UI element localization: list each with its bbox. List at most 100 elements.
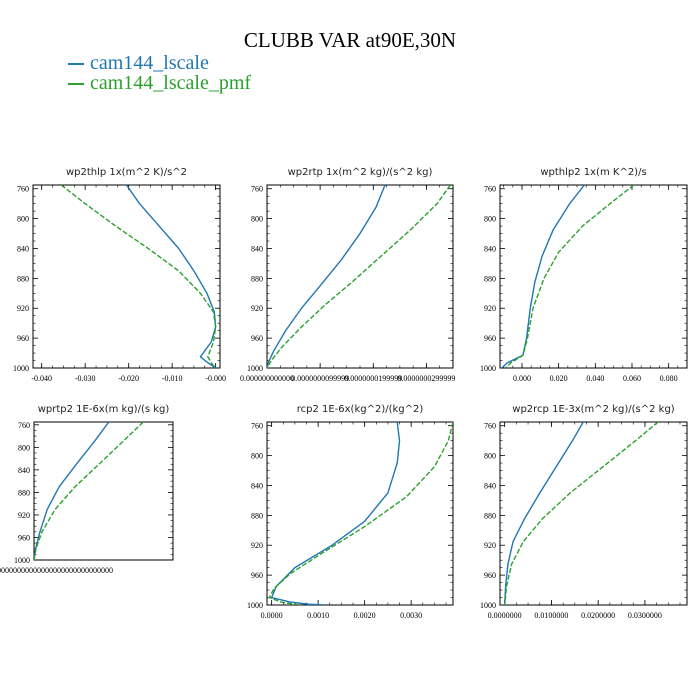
legend-swatch-2 bbox=[68, 83, 84, 86]
x-tick-label: 0.0020 bbox=[354, 611, 376, 620]
panel-title: wp2rtp 1x(m^2 kg)/(s^2 kg) bbox=[288, 167, 433, 178]
y-tick-label: 1000 bbox=[480, 364, 496, 373]
y-tick-label: 840 bbox=[17, 244, 29, 253]
x-tick-label: 0.0000 bbox=[261, 611, 283, 620]
y-tick-label: 960 bbox=[484, 571, 496, 580]
x-tick-label: 0.060 bbox=[623, 374, 641, 383]
y-tick-label: 880 bbox=[251, 274, 263, 283]
x-tick-label: -0.020 bbox=[118, 374, 139, 383]
panel-4: wprtp2 1E-6x(m kg)/(s kg) 760 800 840 880 920… bbox=[0, 404, 174, 575]
panel-2: wp2rtp 1x(m^2 kg)/(s^2 kg) 760 800 840 880 92… bbox=[240, 167, 455, 383]
y-tick-label: 920 bbox=[484, 304, 496, 313]
panel-title: wp2rcp 1E-3x(m^2 kg)/(s^2 kg) bbox=[512, 404, 675, 415]
y-tick-label: 1000 bbox=[14, 556, 30, 565]
plot-frame bbox=[33, 421, 174, 561]
y-tick-label: 960 bbox=[484, 334, 496, 343]
panel-5: rcp2 1E-6x(kg^2)/(kg^2) 760 800 840 880 920 96… bbox=[247, 404, 454, 620]
y-tick-label: 760 bbox=[484, 422, 496, 431]
plot-frame bbox=[499, 184, 688, 369]
panel-6: wp2rcp 1E-3x(m^2 kg)/(s^2 kg) 760 800 840 88… bbox=[480, 404, 688, 620]
x-tick-label: 0.0010 bbox=[307, 611, 329, 620]
x-tick-label: -0.010 bbox=[162, 374, 183, 383]
panel-3: wpthlp2 1x(m K^2)/s 760 800 840 880 920 960 100… bbox=[480, 167, 688, 383]
y-tick-label: 840 bbox=[484, 244, 496, 253]
series-line-1 bbox=[125, 185, 217, 368]
y-tick-label: 920 bbox=[18, 511, 30, 520]
x-tick-label: 0.0000000 bbox=[488, 611, 522, 620]
series-line-2 bbox=[505, 185, 635, 368]
x-tick-label: 0.000000000000 bbox=[240, 374, 294, 383]
y-tick-label: 880 bbox=[18, 488, 30, 497]
y-tick-label: 1000 bbox=[247, 364, 263, 373]
y-tick-label: 880 bbox=[484, 274, 496, 283]
legend-label-2: cam144_lscale_pmf bbox=[90, 72, 252, 94]
series-line-1 bbox=[270, 422, 401, 605]
legend-item-2: cam144_lscale_pmf bbox=[68, 72, 251, 95]
x-tick-label: 0.0000000099999 bbox=[291, 374, 349, 383]
y-tick-label: 880 bbox=[484, 511, 496, 520]
x-tick-label: 0.0000000299999 bbox=[397, 374, 455, 383]
figure-title: CLUBB VAR at90E,30N bbox=[243, 28, 457, 52]
y-tick-label: 880 bbox=[251, 511, 263, 520]
x-tick-label: 0.0100000 bbox=[534, 611, 568, 620]
series-line-2 bbox=[503, 422, 659, 605]
series-line-2 bbox=[34, 422, 144, 560]
y-tick-label: 800 bbox=[17, 215, 29, 224]
panel-title: wprtp2 1E-6x(m kg)/(s kg) bbox=[38, 404, 170, 415]
x-tick-label: 0.020 bbox=[550, 374, 568, 383]
plot-frame bbox=[266, 184, 454, 369]
panel-title: rcp2 1E-6x(kg^2)/(kg^2) bbox=[297, 404, 424, 415]
y-tick-label: 960 bbox=[18, 533, 30, 542]
x-tick-label: -0.000 bbox=[205, 374, 226, 383]
x-tick-label: 0.0300000 bbox=[628, 611, 662, 620]
legend-label-1: cam144_lscale bbox=[90, 52, 209, 74]
x-tick-label: 0.0000000199999 bbox=[344, 374, 402, 383]
y-tick-label: 760 bbox=[17, 185, 29, 194]
series-line-2 bbox=[60, 185, 217, 368]
panel-title: wp2thlp 1x(m^2 K)/s^2 bbox=[66, 167, 187, 178]
series-line-2 bbox=[268, 422, 453, 605]
y-tick-label: 920 bbox=[17, 304, 29, 313]
y-tick-label: 800 bbox=[18, 443, 30, 452]
y-tick-label: 880 bbox=[17, 274, 29, 283]
x-tick-label: -0.040 bbox=[31, 374, 52, 383]
x-tick-label: 0.080 bbox=[660, 374, 678, 383]
plot-frame bbox=[499, 421, 688, 606]
panel-title: wpthlp2 1x(m K^2)/s bbox=[540, 167, 646, 178]
legend-swatch-1 bbox=[68, 63, 84, 66]
panel-1: wp2thlp 1x(m^2 K)/s^2 760 800 840 880 920 960 1… bbox=[13, 167, 226, 383]
x-tick-label: 0.0200000 bbox=[581, 611, 615, 620]
y-tick-label: 760 bbox=[251, 185, 263, 194]
y-tick-label: 800 bbox=[251, 215, 263, 224]
y-tick-label: 920 bbox=[484, 541, 496, 550]
y-tick-label: 840 bbox=[18, 466, 30, 475]
x-tick-label: -0.030 bbox=[75, 374, 96, 383]
y-tick-label: 760 bbox=[251, 422, 263, 431]
y-tick-label: 760 bbox=[484, 185, 496, 194]
series-line-2 bbox=[267, 185, 451, 368]
x-tick-label: 0.040 bbox=[586, 374, 604, 383]
x-tick-label: 0.0030 bbox=[400, 611, 422, 620]
x-tick-label: 0.00000000000000000000000000000000000000 bbox=[0, 566, 113, 575]
y-tick-label: 960 bbox=[17, 334, 29, 343]
y-tick-label: 840 bbox=[484, 481, 496, 490]
y-tick-label: 920 bbox=[251, 304, 263, 313]
y-tick-label: 800 bbox=[251, 452, 263, 461]
plot-frame bbox=[266, 421, 454, 606]
series-line-1 bbox=[267, 185, 386, 368]
plot-frame bbox=[32, 184, 221, 369]
series-line-1 bbox=[503, 422, 584, 605]
y-tick-label: 840 bbox=[251, 481, 263, 490]
y-tick-label: 800 bbox=[484, 215, 496, 224]
series-line-1 bbox=[501, 185, 585, 368]
y-tick-label: 800 bbox=[484, 452, 496, 461]
y-tick-label: 1000 bbox=[247, 601, 263, 610]
y-tick-label: 1000 bbox=[13, 364, 29, 373]
y-tick-label: 840 bbox=[251, 244, 263, 253]
y-tick-label: 760 bbox=[18, 421, 30, 430]
x-tick-label: 0.000 bbox=[513, 374, 531, 383]
y-tick-label: 960 bbox=[251, 334, 263, 343]
y-tick-label: 1000 bbox=[480, 601, 496, 610]
